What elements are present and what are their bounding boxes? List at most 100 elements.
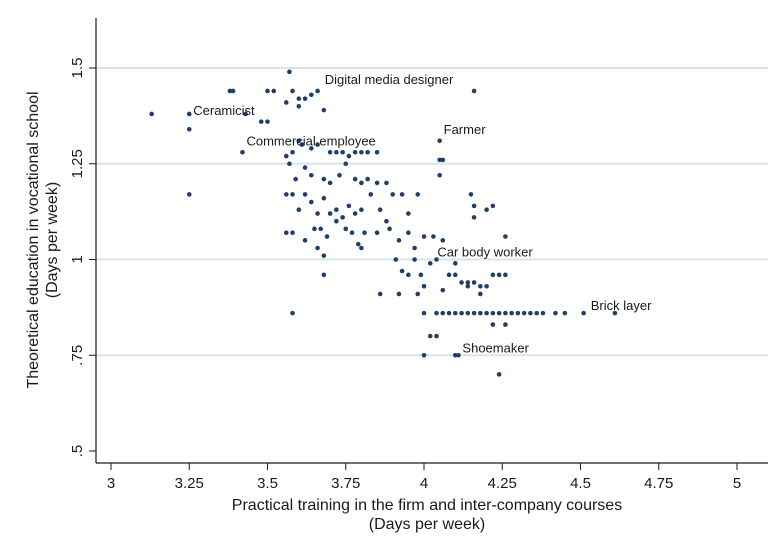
data-point-92	[399, 268, 405, 274]
data-point-13	[290, 88, 295, 94]
data-point-61	[368, 192, 374, 197]
data-point-98	[377, 291, 383, 297]
data-point-89	[321, 272, 327, 278]
data-point-132	[456, 352, 461, 358]
data-point-82	[406, 230, 411, 235]
data-point-151	[534, 310, 539, 316]
data-point-96	[427, 261, 433, 266]
data-point-75	[343, 226, 349, 232]
data-point-27	[340, 149, 345, 155]
data-point-111	[496, 272, 502, 278]
data-point-136	[440, 310, 446, 316]
data-point-101	[421, 284, 427, 289]
data-point-48	[283, 192, 289, 197]
data-point-109	[484, 284, 489, 289]
data-point-63	[384, 218, 389, 224]
data-point-128	[421, 352, 427, 358]
data-point-32	[374, 149, 380, 155]
data-points	[149, 69, 618, 377]
data-point-153	[553, 310, 558, 316]
data-point-67	[415, 192, 421, 197]
data-point-107	[471, 280, 477, 285]
data-point-73	[324, 234, 330, 239]
data-point-91	[393, 257, 399, 262]
x-tick-label-3: 3.75	[331, 475, 360, 492]
data-point-42	[343, 161, 349, 167]
data-point-26	[334, 149, 339, 155]
data-point-79	[374, 230, 380, 235]
data-point-59	[352, 211, 358, 216]
x-tick-label-6: 4.5	[570, 475, 591, 492]
data-point-97	[434, 257, 439, 262]
y-tick-label-4: 1.5	[69, 58, 86, 79]
data-point-100	[415, 291, 421, 297]
x-tick-label-7: 4.75	[644, 475, 673, 492]
x-tick-label-4: 4	[420, 475, 428, 492]
data-point-149	[521, 310, 527, 316]
annotation-label-4: Car body worker	[437, 245, 533, 260]
x-tick-label-5: 4.25	[488, 475, 517, 492]
data-point-114	[465, 284, 471, 289]
data-point-143	[484, 310, 489, 316]
data-point-154	[562, 310, 568, 316]
annotations: Digital media designer Ceramicist Commerci…	[193, 72, 652, 355]
x-tick-label-1: 3.25	[175, 475, 204, 492]
data-point-18	[321, 107, 327, 113]
x-axis-title: Practical training in the firm and inter…	[232, 497, 622, 514]
y-tick-label-1: .75	[69, 345, 86, 366]
data-point-104	[453, 272, 458, 278]
data-point-140	[465, 310, 471, 316]
data-point-134	[421, 310, 427, 316]
data-point-20	[290, 149, 295, 155]
annotation-label-5: Brick layer	[591, 298, 652, 313]
data-point-15	[302, 96, 308, 101]
data-point-113	[453, 261, 458, 266]
data-point-2	[186, 126, 192, 132]
data-point-130	[434, 333, 439, 339]
data-point-64	[390, 192, 396, 197]
data-point-147	[509, 310, 514, 316]
data-point-21	[296, 138, 302, 144]
data-point-23	[309, 146, 314, 151]
data-point-12	[287, 69, 292, 75]
data-point-7	[258, 119, 264, 124]
data-point-99	[396, 291, 402, 297]
data-point-58	[346, 203, 352, 209]
data-point-60	[359, 207, 364, 213]
data-point-53	[315, 211, 320, 216]
data-point-33	[240, 149, 245, 155]
data-point-117	[471, 203, 477, 209]
data-point-133	[496, 372, 502, 377]
data-point-83	[412, 245, 417, 251]
data-point-110	[490, 272, 496, 278]
data-point-85	[431, 234, 436, 239]
data-point-28	[346, 153, 352, 159]
data-point-0	[149, 111, 154, 117]
data-point-35	[287, 161, 292, 167]
data-point-139	[459, 310, 464, 316]
data-point-86	[440, 238, 446, 243]
annotation-label-0: Digital media designer	[325, 72, 454, 87]
y-tick-label-0: .5	[69, 445, 86, 458]
data-point-30	[359, 149, 364, 155]
y-axis-title: Theoretical education in vocational scho…	[25, 91, 42, 388]
axes: 3 3.25 3.5 3.75 4 4.25 4.5 4.75 5 .5 .75 1 1.25 1.5	[69, 18, 768, 492]
data-point-22	[299, 142, 305, 147]
data-point-90	[359, 245, 364, 251]
data-point-135	[434, 310, 439, 316]
data-point-46	[374, 180, 380, 186]
data-point-108	[478, 284, 483, 289]
data-point-16	[309, 92, 314, 98]
x-axis-subtitle: (Days per week)	[369, 516, 485, 533]
data-point-62	[377, 207, 383, 213]
data-point-120	[490, 203, 496, 209]
data-point-9	[265, 88, 270, 94]
data-point-95	[418, 272, 424, 278]
data-point-158	[503, 322, 508, 327]
annotation-label-1: Ceramicist	[193, 103, 255, 118]
data-point-68	[283, 230, 289, 235]
data-point-10	[271, 88, 277, 94]
data-point-5	[230, 88, 236, 94]
data-point-137	[446, 310, 452, 316]
